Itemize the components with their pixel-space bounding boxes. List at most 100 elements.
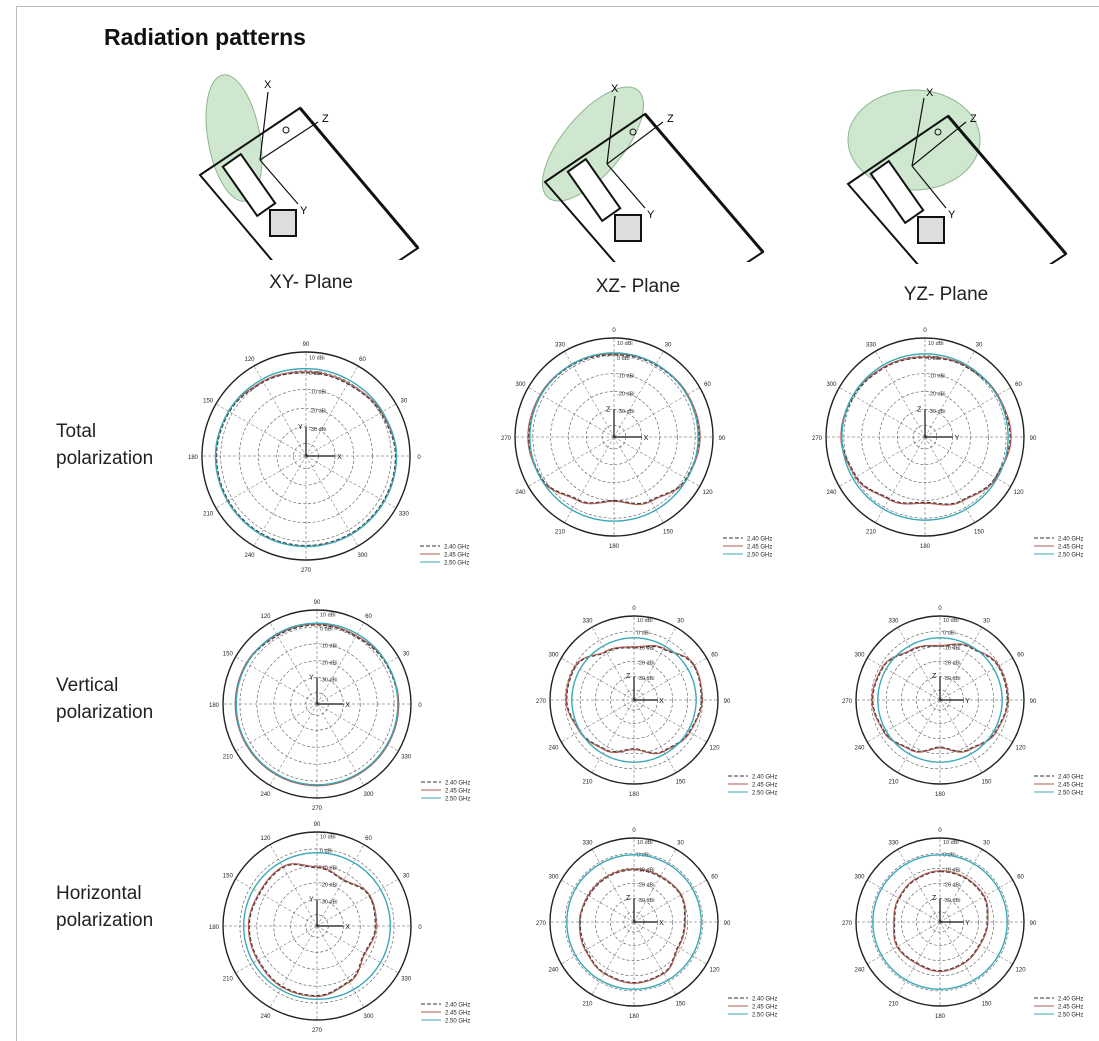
legend-entry: 2.50 GHz [445,1019,470,1025]
polar-grid-ring [610,676,658,724]
polar-spoke [269,703,318,786]
polar-spoke [269,925,318,1008]
polar-axis-vertical-label: Y [298,424,303,431]
axis-x [259,91,269,161]
polar-ring-label: -30 dBi [928,409,945,415]
polar-series-1 [872,644,1008,752]
polar-angle-label: 270 [501,436,512,442]
polar-ring-label: -30 dBi [617,409,634,415]
polar-angle-label: 90 [1030,921,1037,927]
polar-angle-label: 210 [582,780,593,786]
legend-entry: 2.45 GHz [445,789,470,795]
polar-spoke [316,925,399,974]
polar-ring-label: -20 dBi [943,883,960,889]
polar-angle-label: 180 [629,792,640,798]
polar-series-2 [871,643,1009,753]
polar-angle-label: 150 [663,530,674,536]
polar-angle-label: 120 [1016,746,1027,752]
polar-spoke [897,849,941,923]
legend-entry: 2.50 GHz [1058,553,1083,559]
polar-ring-label: -20 dBi [928,391,945,397]
legend-entry: 2.40 GHz [445,781,470,787]
polar-outer-ring [855,615,1025,785]
polar-axis-horizontal-label: X [659,920,664,927]
axis-y-label: Y [647,209,655,221]
polar-outer-ring [549,837,719,1007]
polar-spoke [305,455,397,509]
polar-angle-label: 300 [548,875,559,881]
polar-series-1 [893,871,988,972]
polar-angle-label: 0 [612,328,616,334]
polar-angle-label: 300 [363,792,374,798]
polar-ring-label: -20 dBi [320,883,337,889]
polar-spoke [316,622,365,705]
polar-spoke [316,656,399,705]
row-label-total-line2: polarization [56,448,154,469]
polar-spoke [564,436,615,523]
axis-x-label: X [926,87,934,99]
polar-ring-label: 10 dBi [943,618,959,624]
polar-angle-label: 330 [582,840,593,846]
polar-angle-label: 30 [677,840,684,846]
polar-angle-label: 330 [888,840,899,846]
polar-ring-label: -20 dBi [637,661,654,667]
polar-angle-label: 300 [515,382,526,388]
polar-ring-label: 0 dBi [617,356,630,362]
row-label-vertical: Vertical polarization [56,672,153,726]
polar-angle-label: 30 [677,618,684,624]
antenna-element [566,157,622,223]
polar-spoke [613,436,664,523]
polar-ring-label: -10 dBi [637,646,654,652]
axis-x-label: X [611,83,619,95]
polar-angle-label: 180 [209,703,220,709]
polar-angle-label: 180 [609,544,620,550]
polar-grid-ring [901,661,979,739]
polar-spoke [235,703,318,752]
polar-angle-label: 60 [359,357,366,363]
polar-outer-ring [514,337,714,537]
polar-spoke [316,925,365,1008]
polar-spoke [215,403,307,457]
polar-angle-label: 60 [1017,875,1024,881]
polar-grid-ring [579,645,689,755]
polar-angle-label: 330 [582,618,593,624]
polar-grid-ring [273,882,361,970]
polar-axis-horizontal-label: Y [965,698,970,705]
origin-mark [934,128,942,136]
polar-series-1 [248,864,376,997]
polar-series-3 [571,637,697,763]
polar-angle-label: 90 [724,699,731,705]
polar-ring-label: 10 dBi [617,341,633,347]
polar-axis-horizontal-label: X [337,454,342,461]
polar-series-2 [893,870,989,973]
polar-angle-label: 210 [223,755,234,761]
legend-entry: 2.50 GHz [752,1013,777,1019]
polar-angle-label: 60 [365,614,372,620]
plane-label-xz: XZ- Plane [595,276,681,297]
polar-spoke [316,878,399,927]
polar-outer-ring [549,615,719,785]
polar-angle-label: 300 [854,875,865,881]
antenna-sketch-xy: X Z Y [198,74,420,260]
page-title: Radiation patterns [104,24,306,50]
polar-series-3 [242,851,392,1001]
legend-entry: 2.50 GHz [747,553,772,559]
polar-angle-label: 120 [710,968,721,974]
polar-ring-label: -10 dBi [928,374,945,380]
polar-spoke [528,436,615,487]
axis-y [911,165,947,209]
polar-ring-label: 0 dBi [943,630,956,636]
polar-axis-horizontal-label: X [659,698,664,705]
polar-angle-label: 60 [365,836,372,842]
polar-angle-label: 30 [665,342,672,348]
polar-angle-label: 90 [724,921,731,927]
row-label-vertical-line2: polarization [56,702,154,723]
polar-spoke [613,351,664,438]
polar-series-2 [578,868,686,984]
polar-axis-vertical-label: Z [932,895,937,902]
axis-x-label: X [264,79,272,91]
polar-grid-ring [564,852,704,992]
